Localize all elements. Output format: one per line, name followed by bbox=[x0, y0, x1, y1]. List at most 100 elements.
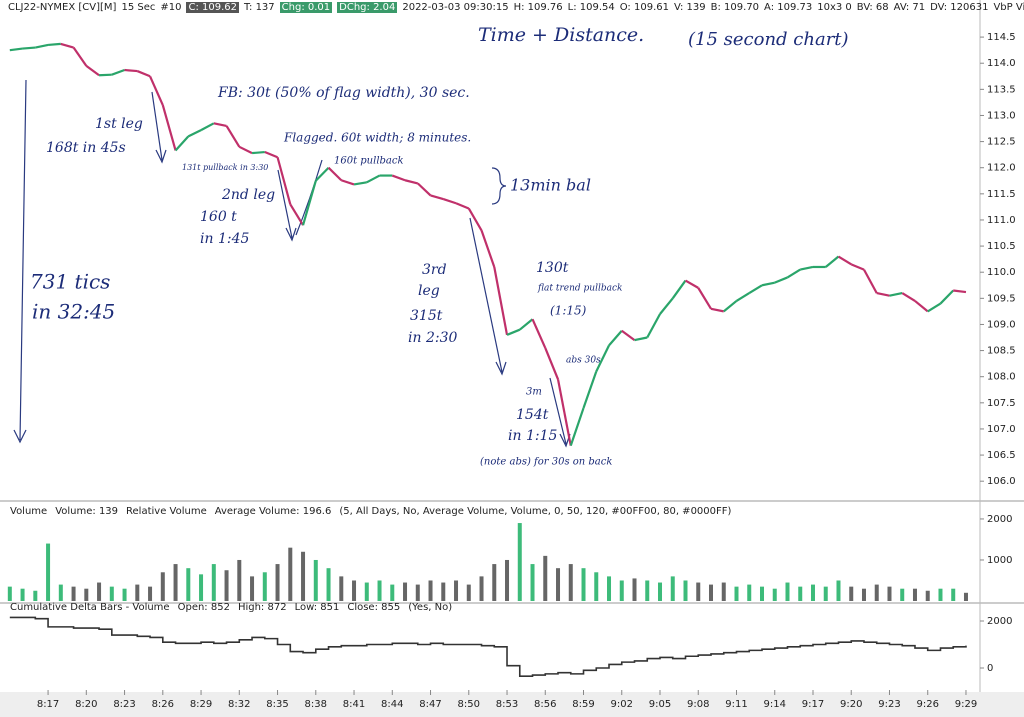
legend-item: Relative Volume bbox=[126, 506, 207, 517]
y-tick-label: 112.0 bbox=[987, 163, 1016, 174]
price-segment bbox=[391, 174, 406, 182]
y-tick-label: 107.5 bbox=[987, 398, 1016, 409]
volume-bar bbox=[250, 576, 255, 601]
cumulative-delta bbox=[9, 616, 967, 678]
volume-bar bbox=[517, 523, 522, 601]
volume-bar bbox=[823, 586, 828, 601]
volume-bar bbox=[912, 588, 917, 601]
price-segment bbox=[111, 68, 125, 76]
x-tick-label: 8:26 bbox=[152, 699, 174, 710]
y-tick-label: 2000 bbox=[987, 514, 1012, 525]
price-segment bbox=[430, 194, 444, 201]
volume-bar bbox=[594, 572, 599, 601]
annotation: FB: 30t (50% of flag width), 30 sec. bbox=[217, 85, 470, 101]
volume-bar bbox=[58, 584, 63, 601]
volume-bar bbox=[403, 582, 408, 601]
header-field: C: 109.62 bbox=[186, 2, 240, 13]
annotation: 168t in 45s bbox=[46, 140, 126, 156]
volume-bar bbox=[428, 580, 433, 601]
volume-bar bbox=[925, 590, 930, 601]
price-segment bbox=[251, 150, 265, 155]
volume-bar bbox=[938, 588, 943, 601]
price-segment bbox=[837, 255, 852, 266]
price-segment bbox=[519, 318, 534, 331]
price-segment bbox=[327, 166, 343, 182]
header-field: H: 109.76 bbox=[513, 2, 563, 13]
price-segment bbox=[149, 75, 164, 106]
y-tick-label: 112.5 bbox=[987, 137, 1016, 148]
annotation: (15 second chart) bbox=[688, 29, 849, 50]
x-tick-label: 9:29 bbox=[955, 699, 977, 710]
volume-bar bbox=[670, 576, 675, 601]
volume-bar bbox=[173, 564, 178, 601]
price-segment bbox=[366, 174, 381, 184]
price-segment bbox=[735, 292, 750, 302]
price-segment bbox=[85, 64, 100, 77]
price-segment bbox=[786, 268, 801, 279]
header-field: Chg: 0.01 bbox=[279, 2, 333, 13]
price-segment bbox=[276, 156, 292, 205]
price-segment bbox=[761, 281, 775, 287]
x-tick-label: 8:47 bbox=[419, 699, 441, 710]
header-field: 2022-03-03 09:30:15 bbox=[402, 2, 509, 13]
arrow bbox=[469, 217, 507, 376]
volume-bar bbox=[415, 584, 420, 601]
price-segment bbox=[506, 328, 521, 336]
price-segment bbox=[914, 300, 929, 313]
volume-bar bbox=[721, 582, 726, 601]
arrow bbox=[13, 79, 27, 444]
x-tick-label: 9:26 bbox=[916, 699, 938, 710]
volume-bar bbox=[632, 578, 637, 601]
header-field: #10 bbox=[160, 2, 182, 13]
price-segment bbox=[901, 292, 916, 302]
volume-bar bbox=[861, 588, 866, 601]
price-segment bbox=[187, 129, 202, 138]
price-segment bbox=[646, 313, 661, 339]
volume-bar bbox=[658, 582, 663, 601]
y-tick-label: 1000 bbox=[987, 555, 1012, 566]
volume-bar bbox=[148, 586, 153, 601]
price-segment bbox=[480, 230, 496, 268]
price-segment bbox=[264, 151, 278, 159]
volume-bar bbox=[454, 580, 459, 601]
price-segment bbox=[289, 203, 304, 226]
time-axis-band bbox=[0, 692, 1024, 717]
volume-bar bbox=[798, 586, 803, 601]
price-segment bbox=[200, 122, 215, 132]
y-tick-label: 106.0 bbox=[987, 476, 1016, 487]
x-tick-label: 8:35 bbox=[266, 699, 288, 710]
volume-bar bbox=[466, 584, 471, 601]
price-segment bbox=[99, 73, 112, 77]
annotation: 3rd bbox=[422, 262, 447, 278]
y-tick-label: 2000 bbox=[987, 616, 1012, 627]
price-segment bbox=[136, 70, 151, 78]
y-tick-label: 113.5 bbox=[987, 84, 1016, 95]
y-tick-label: 108.0 bbox=[987, 372, 1016, 383]
arrow bbox=[151, 91, 167, 164]
price-segment bbox=[315, 166, 330, 182]
volume-bar bbox=[479, 576, 484, 601]
volume-legend: Volume Volume: 139 Relative Volume Average … bbox=[10, 506, 732, 517]
y-tick-label: 106.5 bbox=[987, 450, 1016, 461]
x-tick-label: 8:44 bbox=[381, 699, 403, 710]
volume-bar bbox=[33, 590, 38, 601]
x-tick-label: 8:41 bbox=[343, 699, 365, 710]
price-segment bbox=[723, 300, 738, 313]
volume-bar bbox=[849, 586, 854, 601]
annotation: (note abs) for 30s on back bbox=[480, 457, 612, 468]
volume-bar bbox=[301, 551, 306, 601]
price-segment bbox=[800, 265, 814, 271]
volume-bar bbox=[530, 564, 535, 601]
volume-bar bbox=[785, 582, 790, 601]
volume-bar bbox=[20, 588, 25, 601]
x-tick-label: 8:17 bbox=[37, 699, 59, 710]
header-field: O: 109.61 bbox=[619, 2, 669, 13]
price-segment bbox=[174, 135, 190, 152]
annotation: (1:15) bbox=[550, 304, 587, 318]
annotation: abs 30s bbox=[566, 356, 601, 366]
volume-bar bbox=[186, 568, 191, 601]
volume-bar bbox=[709, 584, 714, 601]
volume-bar bbox=[568, 564, 573, 601]
